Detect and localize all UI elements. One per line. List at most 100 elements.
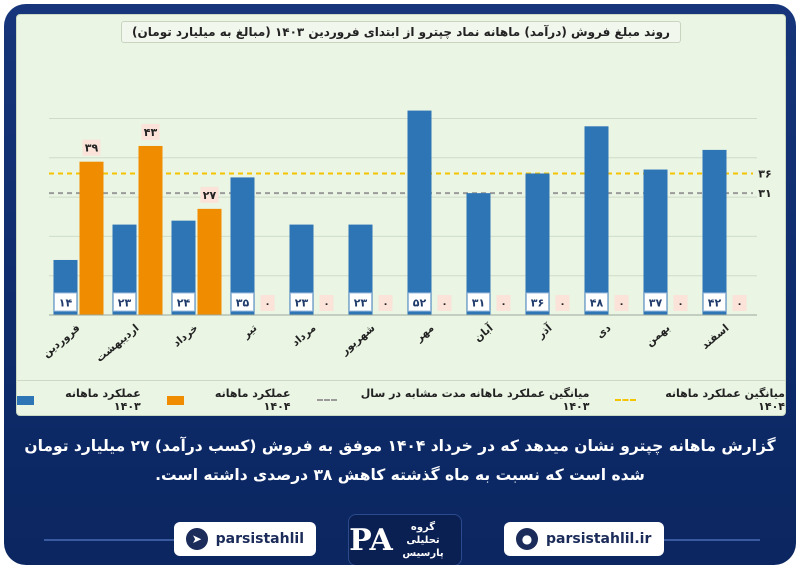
data-label-box-1404 — [555, 295, 570, 311]
logo-mark: PA — [349, 522, 393, 558]
data-label-box-1403 — [231, 292, 254, 312]
data-label-box-1404 — [200, 186, 219, 203]
telegram-link[interactable]: ➤ parsistahlil — [174, 522, 316, 556]
category-label: دی — [594, 322, 614, 341]
category-label: مرداد — [290, 322, 319, 349]
data-label-1404: ۰ — [559, 299, 565, 310]
chart-panel: روند مبلغ فروش (درآمد) ماهانه نماد چپترو… — [16, 14, 786, 416]
bar-1403 — [702, 149, 727, 315]
category-label: اسفند — [699, 322, 731, 352]
data-label-box-1404 — [141, 123, 160, 140]
data-label-1404: ۰ — [618, 299, 624, 310]
data-label-1404: ۴۳ — [144, 126, 158, 139]
chart-legend: عملکرد ماهانه ۱۴۰۳ عملکرد ماهانه ۱۴۰۴ می… — [17, 380, 785, 413]
bar-1403 — [643, 169, 668, 315]
footer-divider-right — [640, 539, 760, 541]
data-label-box-1404 — [496, 295, 511, 311]
data-label-box-1403 — [113, 292, 136, 312]
data-label-box-1403 — [585, 292, 608, 312]
data-label-box-1404 — [319, 295, 334, 311]
data-label-1403: ۴۸ — [590, 297, 604, 310]
category-label: آذر — [534, 321, 555, 342]
data-label-box-1404 — [82, 139, 101, 156]
reference-line-label: ۳۱ — [758, 187, 771, 200]
data-label-1404: ۰ — [264, 299, 270, 310]
logo-line-3: پارسیس — [402, 547, 444, 559]
footer: ➤ parsistahlil PA گروه تحلیلی پارسیس ● p… — [4, 514, 796, 565]
data-label-1404: ۳۹ — [85, 142, 99, 155]
legend-swatch-1404 — [166, 395, 184, 405]
category-label: مهر — [413, 322, 437, 345]
data-label-1403: ۲۴ — [177, 297, 191, 310]
chart-title: روند مبلغ فروش (درآمد) ماهانه نماد چپترو… — [17, 21, 785, 43]
data-label-box-1404 — [260, 295, 275, 311]
category-label: اردیبهشت — [94, 322, 142, 365]
legend-swatch-avg-1404 — [615, 399, 637, 401]
data-label-box-1403 — [644, 292, 667, 312]
data-label-box-1403 — [290, 292, 313, 312]
data-label-box-1404 — [378, 295, 393, 311]
data-label-1404: ۰ — [441, 299, 447, 310]
data-label-box-1404 — [614, 295, 629, 311]
data-label-box-1403 — [349, 292, 372, 312]
bar-chart: ۳۶ ۳۱ ۱۴ ۳۹ فروردین ۲۳ ۴۳ اردیبهشت ۲۴ ۲۷ خرداد ۳۵ ۰ ت… — [40, 110, 772, 365]
legend-label-avg-1403: میانگین عملکرد ماهانه مدت مشابه در سال ۱… — [360, 387, 590, 413]
logo-line-1: گروه — [410, 521, 436, 533]
bar-1403 — [525, 173, 550, 315]
data-label-box-1403 — [54, 292, 77, 312]
data-label-box-1404 — [673, 295, 688, 311]
data-label-1403: ۲۳ — [354, 297, 368, 310]
logo-line-2: تحلیلی — [406, 534, 440, 546]
data-label-1403: ۳۶ — [531, 297, 544, 310]
report-card: روند مبلغ فروش (درآمد) ماهانه نماد چپترو… — [4, 4, 796, 565]
category-label: تیر — [240, 322, 260, 341]
category-label: خرداد — [171, 322, 201, 350]
bar-1404 — [197, 208, 222, 315]
bar-1404 — [138, 145, 163, 315]
legend-swatch-1403 — [17, 395, 35, 405]
footer-divider-left — [44, 539, 174, 541]
legend-item-avg-1403: میانگین عملکرد ماهانه مدت مشابه در سال ۱… — [316, 387, 590, 413]
legend-label-avg-1404: میانگین عملکرد ماهانه ۱۴۰۴ — [665, 387, 785, 413]
legend-label-1404: عملکرد ماهانه ۱۴۰۴ — [214, 387, 291, 413]
data-label-1403: ۲۳ — [118, 297, 132, 310]
data-label-1403: ۴۲ — [708, 297, 722, 310]
brand-logo: PA گروه تحلیلی پارسیس — [348, 514, 462, 565]
data-label-1404: ۰ — [736, 299, 742, 310]
bar-1403 — [230, 177, 255, 315]
reference-line-label: ۳۶ — [758, 167, 771, 180]
data-label-1404: ۰ — [323, 299, 329, 310]
data-label-1403: ۲۳ — [295, 297, 309, 310]
data-label-box-1403 — [172, 292, 195, 312]
data-label-box-1403 — [467, 292, 490, 312]
category-label: شهریور — [338, 322, 377, 358]
bar-1403 — [584, 126, 609, 315]
globe-icon: ● — [516, 528, 538, 550]
bar-1403 — [407, 110, 432, 315]
legend-label-1403: عملکرد ماهانه ۱۴۰۳ — [65, 387, 141, 413]
website-url: parsistahlil.ir — [546, 531, 652, 547]
report-caption: گزارش ماهانه چپترو نشان میدهد که در خردا… — [24, 437, 776, 484]
data-label-1404: ۲۷ — [203, 189, 217, 202]
data-label-1403: ۳۵ — [236, 297, 250, 310]
legend-item-avg-1404: میانگین عملکرد ماهانه ۱۴۰۴ — [615, 387, 785, 413]
legend-item-1404: عملکرد ماهانه ۱۴۰۴ — [166, 387, 291, 413]
category-label: آبان — [471, 321, 495, 344]
data-label-box-1404 — [732, 295, 747, 311]
telegram-icon: ➤ — [186, 528, 208, 550]
data-label-1403: ۳۱ — [472, 297, 485, 310]
data-label-box-1403 — [526, 292, 549, 312]
bar-1404 — [79, 161, 104, 315]
telegram-handle: parsistahlil — [215, 531, 304, 547]
data-label-1403: ۵۲ — [413, 297, 427, 310]
website-link[interactable]: ● parsistahlil.ir — [504, 522, 664, 556]
data-label-1404: ۰ — [500, 299, 506, 310]
data-label-box-1403 — [703, 292, 726, 312]
data-label-1404: ۰ — [382, 299, 388, 310]
category-label: فروردین — [40, 322, 82, 360]
legend-item-1403: عملکرد ماهانه ۱۴۰۳ — [17, 387, 141, 413]
data-label-box-1403 — [408, 292, 431, 312]
data-label-1403: ۱۴ — [59, 297, 73, 310]
logo-text: گروه تحلیلی پارسیس — [393, 521, 453, 560]
category-label: بهمن — [644, 322, 673, 349]
